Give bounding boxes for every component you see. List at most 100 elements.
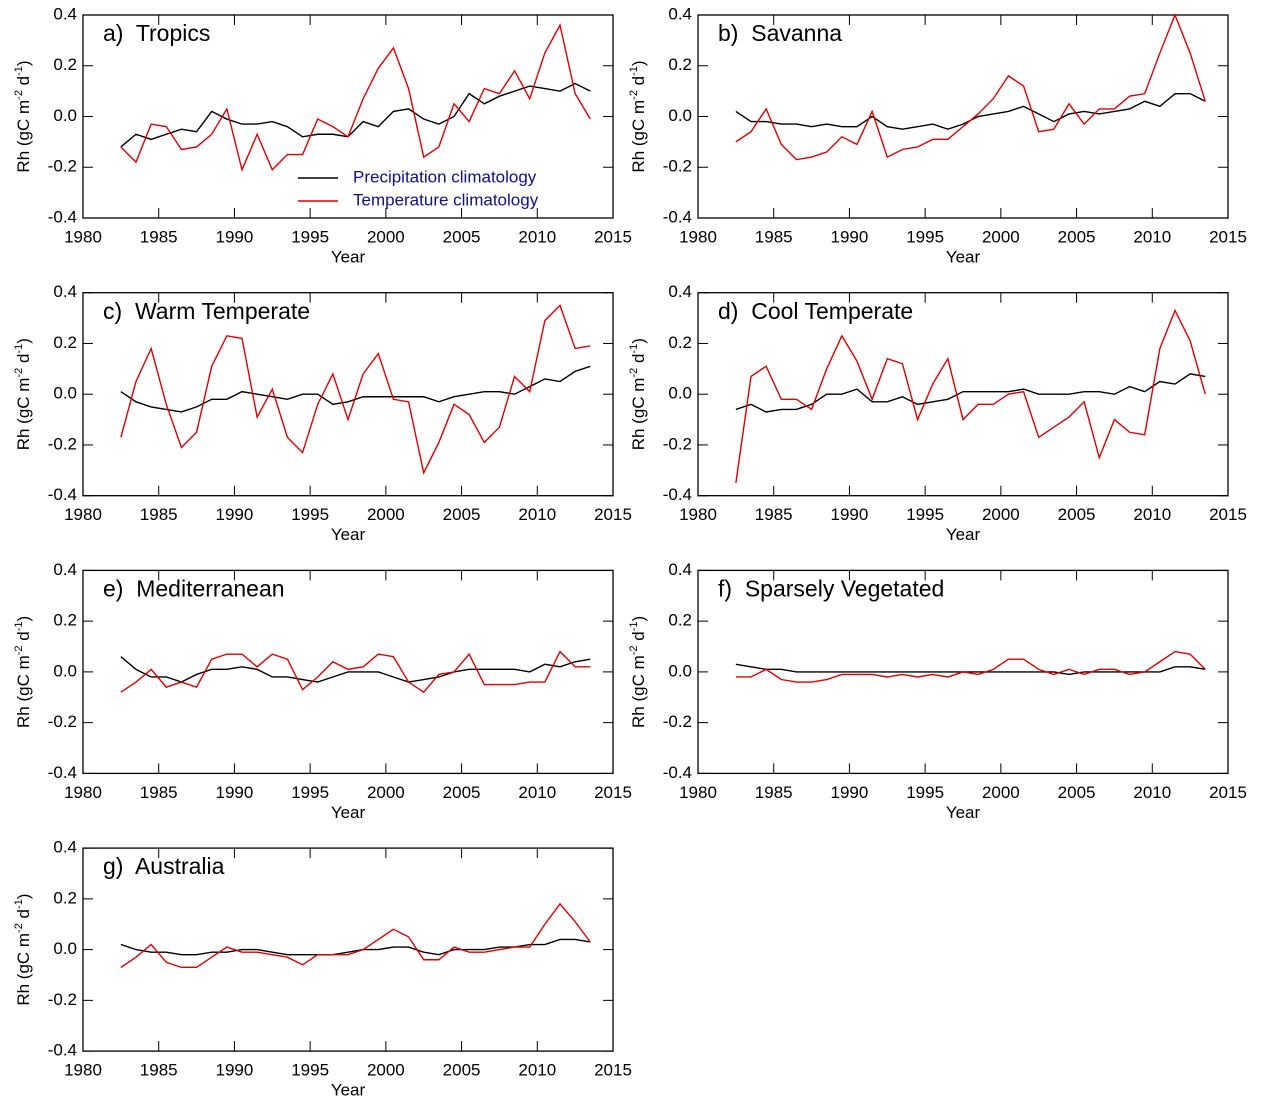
- y-axis-label-part: -1: [628, 621, 640, 631]
- x-tick-label: 2005: [443, 227, 481, 246]
- y-axis-label-part: d: [629, 631, 648, 645]
- x-tick-label: 1980: [64, 505, 102, 524]
- y-tick-label: 0.4: [668, 282, 692, 301]
- y-tick-label: -0.2: [48, 434, 77, 453]
- x-tick-label: 1995: [291, 505, 329, 524]
- x-tick-label: 1980: [679, 505, 717, 524]
- y-axis-label-part: ): [14, 338, 33, 344]
- y-tick-label: 0.4: [668, 4, 692, 23]
- panel: -0.4 -0.2 0.0 0.2 0.4 1980 1985 1990 1995 2000 200…: [13, 838, 632, 1100]
- series-line: [120, 650, 591, 694]
- y-axis-label: Rh (gC m-2 d-1): [628, 60, 649, 172]
- x-tick-label: 1995: [291, 227, 329, 246]
- y-axis-label-part: Rh (gC m: [629, 655, 648, 728]
- x-tick-label: 1985: [755, 227, 793, 246]
- x-tick-label: 1980: [64, 783, 102, 802]
- y-axis-label-part: -1: [628, 344, 640, 354]
- series-line: [735, 308, 1206, 484]
- x-tick-label: 2015: [594, 783, 632, 802]
- x-tick-label: 1995: [906, 505, 944, 524]
- x-tick-label: 2010: [1133, 783, 1171, 802]
- y-tick-label: 0.2: [53, 333, 77, 352]
- x-tick-label: 2000: [982, 783, 1020, 802]
- series-line: [120, 365, 591, 413]
- panel-title: f) Sparsely Vegetated: [718, 575, 944, 601]
- x-tick-label: 2015: [1209, 227, 1247, 246]
- x-tick-label: 1990: [831, 227, 869, 246]
- series-line: [735, 92, 1206, 130]
- x-tick-label: 2000: [982, 505, 1020, 524]
- series-line: [120, 82, 591, 148]
- x-tick-label: 1990: [216, 227, 254, 246]
- y-axis-label: Rh (gC m-2 d-1): [13, 60, 34, 172]
- x-tick-label: 1990: [831, 505, 869, 524]
- y-tick-label: 0.2: [668, 55, 692, 74]
- y-tick-label: 0.2: [53, 611, 77, 630]
- y-tick-label: 0.4: [53, 282, 77, 301]
- x-tick-label: 1980: [679, 227, 717, 246]
- y-axis-label-part: Rh (gC m: [14, 933, 33, 1006]
- y-tick-label: 0.0: [53, 939, 77, 958]
- x-axis-label: Year: [946, 525, 981, 544]
- y-tick-label: -0.2: [663, 434, 692, 453]
- x-tick-label: 2010: [518, 1061, 556, 1080]
- y-tick-label: 0.2: [53, 888, 77, 907]
- x-tick-label: 1990: [216, 783, 254, 802]
- plot-frame: [697, 292, 1229, 497]
- y-axis-label-part: d: [14, 354, 33, 368]
- x-tick-label: 1995: [291, 783, 329, 802]
- y-axis-label-part: d: [629, 354, 648, 368]
- plot-frame: [82, 292, 614, 497]
- y-tick-label: 0.0: [53, 384, 77, 403]
- y-axis-label-part: d: [14, 909, 33, 923]
- y-axis-label-part: ): [629, 338, 648, 344]
- x-tick-label: 2005: [1058, 505, 1096, 524]
- x-axis-label: Year: [946, 803, 981, 822]
- series-line: [120, 304, 591, 475]
- y-axis-label-part: -1: [13, 621, 25, 631]
- x-axis-label: Year: [331, 525, 366, 544]
- x-tick-label: 2005: [443, 505, 481, 524]
- y-tick-label: -0.2: [663, 157, 692, 176]
- x-tick-label: 1990: [216, 1061, 254, 1080]
- y-axis-label: Rh (gC m-2 d-1): [628, 338, 649, 450]
- panel: -0.4 -0.2 0.0 0.2 0.4 1980 1985 1990 1995 2000 200…: [628, 282, 1247, 544]
- y-tick-label: 0.0: [668, 106, 692, 125]
- series-line: [735, 650, 1206, 683]
- legend-label: Precipitation climatology: [353, 167, 537, 186]
- series-line: [735, 663, 1206, 676]
- x-tick-label: 2010: [518, 505, 556, 524]
- x-axis-label: Year: [331, 803, 366, 822]
- y-tick-label: -0.2: [48, 990, 77, 1009]
- y-axis-label-part: ): [14, 60, 33, 66]
- series-line: [120, 902, 591, 969]
- y-tick-label: -0.2: [48, 712, 77, 731]
- series-line: [120, 23, 591, 172]
- y-tick-label: -0.2: [48, 157, 77, 176]
- y-axis-label-part: -2: [628, 90, 640, 100]
- panel: -0.4 -0.2 0.0 0.2 0.4 1980 1985 1990 1995 2000 200…: [13, 282, 632, 544]
- y-axis-label-part: -1: [13, 899, 25, 909]
- legend-label: Temperature climatology: [353, 190, 539, 209]
- y-tick-label: 0.4: [53, 560, 77, 579]
- x-tick-label: 2015: [594, 227, 632, 246]
- y-axis-label-part: Rh (gC m: [629, 378, 648, 451]
- y-axis-label-part: -1: [628, 66, 640, 76]
- x-tick-label: 2000: [982, 227, 1020, 246]
- x-axis-label: Year: [946, 247, 981, 266]
- x-axis-label: Year: [331, 1081, 366, 1100]
- plot-frame: [82, 569, 614, 775]
- y-tick-label: 0.0: [668, 661, 692, 680]
- x-tick-label: 1995: [906, 783, 944, 802]
- x-tick-label: 2000: [367, 505, 405, 524]
- y-axis-label-part: ): [14, 616, 33, 622]
- x-axis-label: Year: [331, 247, 366, 266]
- x-tick-label: 2010: [1133, 505, 1171, 524]
- x-tick-label: 2000: [367, 227, 405, 246]
- x-tick-label: 1985: [755, 783, 793, 802]
- y-tick-label: 0.4: [53, 838, 77, 857]
- y-axis-label-part: Rh (gC m: [14, 100, 33, 173]
- y-axis-label-part: Rh (gC m: [629, 100, 648, 173]
- panel-title: b) Savanna: [718, 20, 842, 46]
